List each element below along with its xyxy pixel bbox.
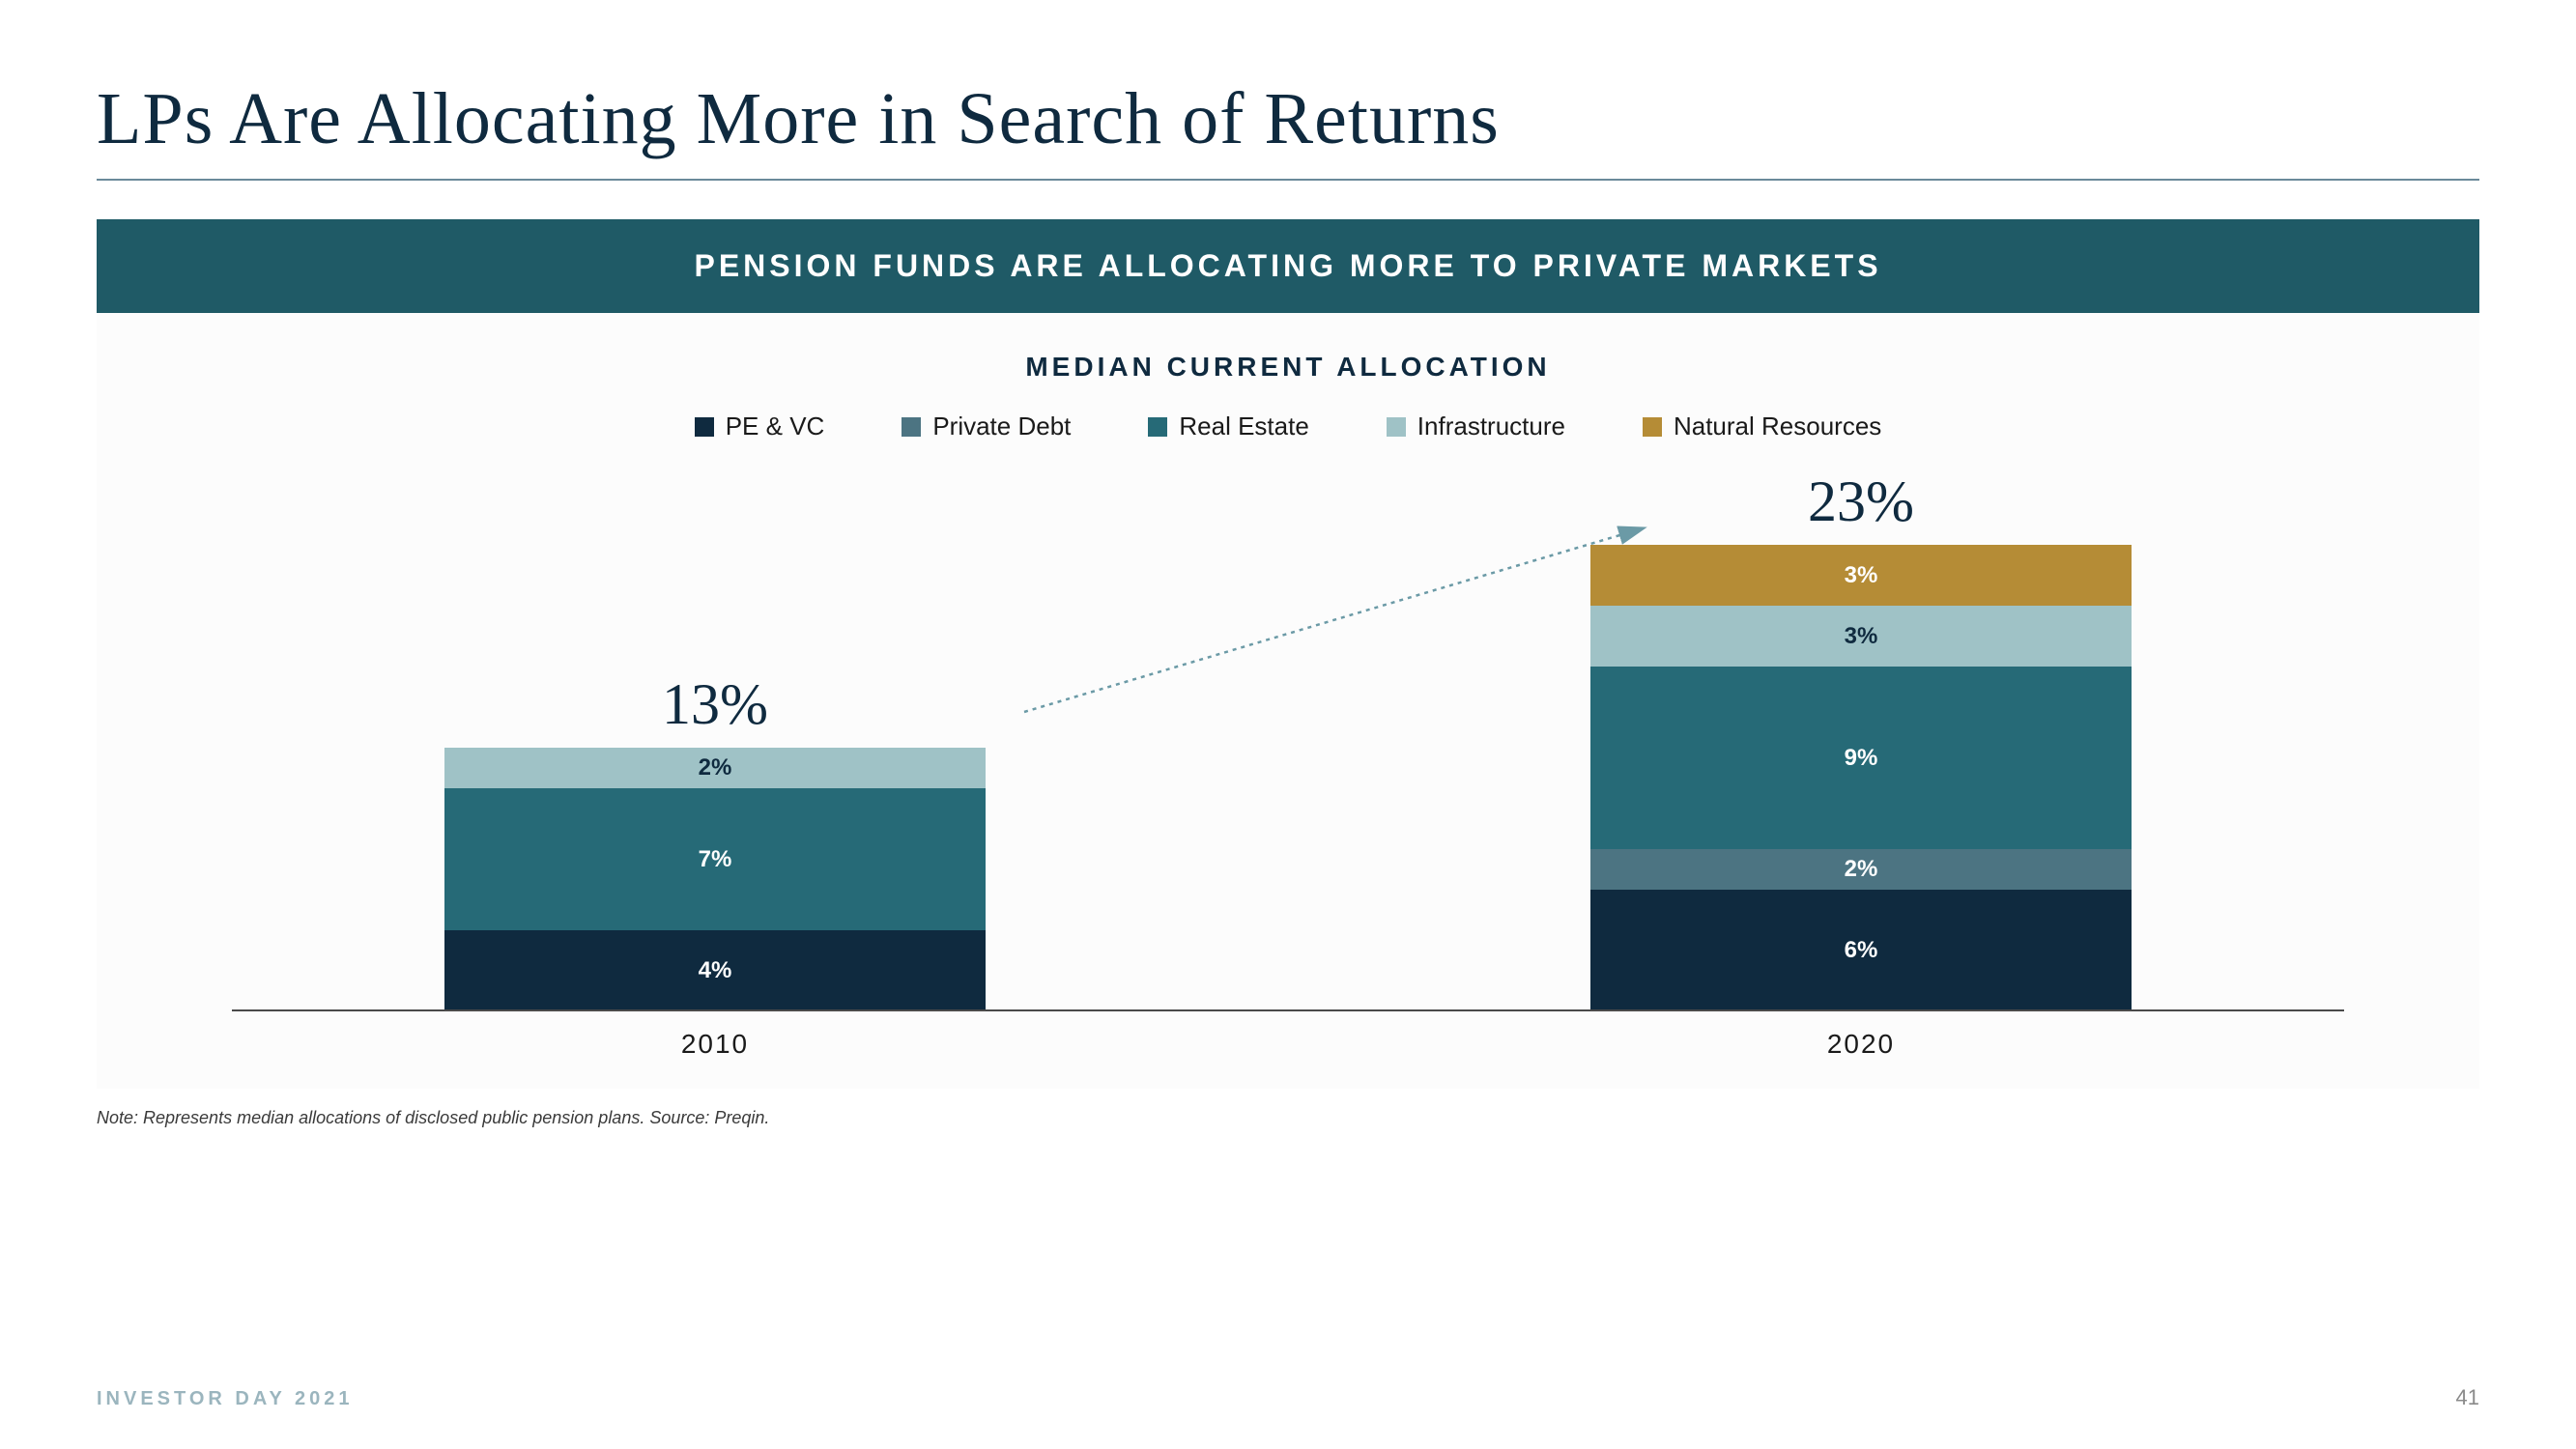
bars-container: 13% 2%7%4% 2010 23% 3%3%9%2%6% 2020 bbox=[155, 470, 2421, 1069]
bar-segment-real_estate: 7% bbox=[444, 788, 986, 930]
bar-total-label: 13% bbox=[444, 671, 986, 738]
banner-heading: PENSION FUNDS ARE ALLOCATING MORE TO PRI… bbox=[97, 219, 2479, 313]
bar-segment-pe_vc: 4% bbox=[444, 930, 986, 1011]
page-title: LPs Are Allocating More in Search of Ret… bbox=[97, 77, 2479, 181]
x-axis-label: 2010 bbox=[444, 1029, 986, 1060]
legend-swatch bbox=[695, 417, 714, 437]
trend-arrow bbox=[1005, 509, 1681, 741]
legend-label: Real Estate bbox=[1179, 412, 1308, 441]
legend-swatch bbox=[1148, 417, 1167, 437]
legend-label: Private Debt bbox=[932, 412, 1071, 441]
bar-segment-infrastructure: 3% bbox=[1590, 606, 2132, 667]
legend-item-private-debt: Private Debt bbox=[902, 412, 1071, 441]
footer-label: INVESTOR DAY 2021 bbox=[97, 1388, 354, 1410]
legend-item-pe-vc: PE & VC bbox=[695, 412, 825, 441]
legend-item-natural-resources: Natural Resources bbox=[1643, 412, 1881, 441]
bar-segment-real_estate: 9% bbox=[1590, 667, 2132, 849]
bar-2020: 23% 3%3%9%2%6% 2020 bbox=[1590, 545, 2132, 1011]
x-axis-line bbox=[232, 1009, 2344, 1011]
page-number: 41 bbox=[2456, 1385, 2479, 1410]
x-axis-label: 2020 bbox=[1590, 1029, 2132, 1060]
bar-segment-pe_vc: 6% bbox=[1590, 890, 2132, 1011]
bar-segment-infrastructure: 2% bbox=[444, 748, 986, 788]
legend-label: Infrastructure bbox=[1417, 412, 1565, 441]
bar-stack: 2%7%4% bbox=[444, 748, 986, 1011]
legend-item-infrastructure: Infrastructure bbox=[1387, 412, 1565, 441]
legend-swatch bbox=[902, 417, 921, 437]
bar-segment-natural_resources: 3% bbox=[1590, 545, 2132, 606]
bar-2010: 13% 2%7%4% 2010 bbox=[444, 748, 986, 1011]
legend-label: PE & VC bbox=[726, 412, 825, 441]
chart-subtitle: MEDIAN CURRENT ALLOCATION bbox=[155, 352, 2421, 383]
legend-swatch bbox=[1643, 417, 1662, 437]
legend-swatch bbox=[1387, 417, 1406, 437]
bar-segment-private_debt: 2% bbox=[1590, 849, 2132, 890]
bar-total-label: 23% bbox=[1590, 469, 2132, 535]
chart-area: MEDIAN CURRENT ALLOCATION PE & VC Privat… bbox=[97, 313, 2479, 1089]
chart-legend: PE & VC Private Debt Real Estate Infrast… bbox=[155, 412, 2421, 441]
footnote: Note: Represents median allocations of d… bbox=[97, 1108, 2479, 1128]
bar-stack: 3%3%9%2%6% bbox=[1590, 545, 2132, 1011]
legend-item-real-estate: Real Estate bbox=[1148, 412, 1308, 441]
legend-label: Natural Resources bbox=[1674, 412, 1881, 441]
